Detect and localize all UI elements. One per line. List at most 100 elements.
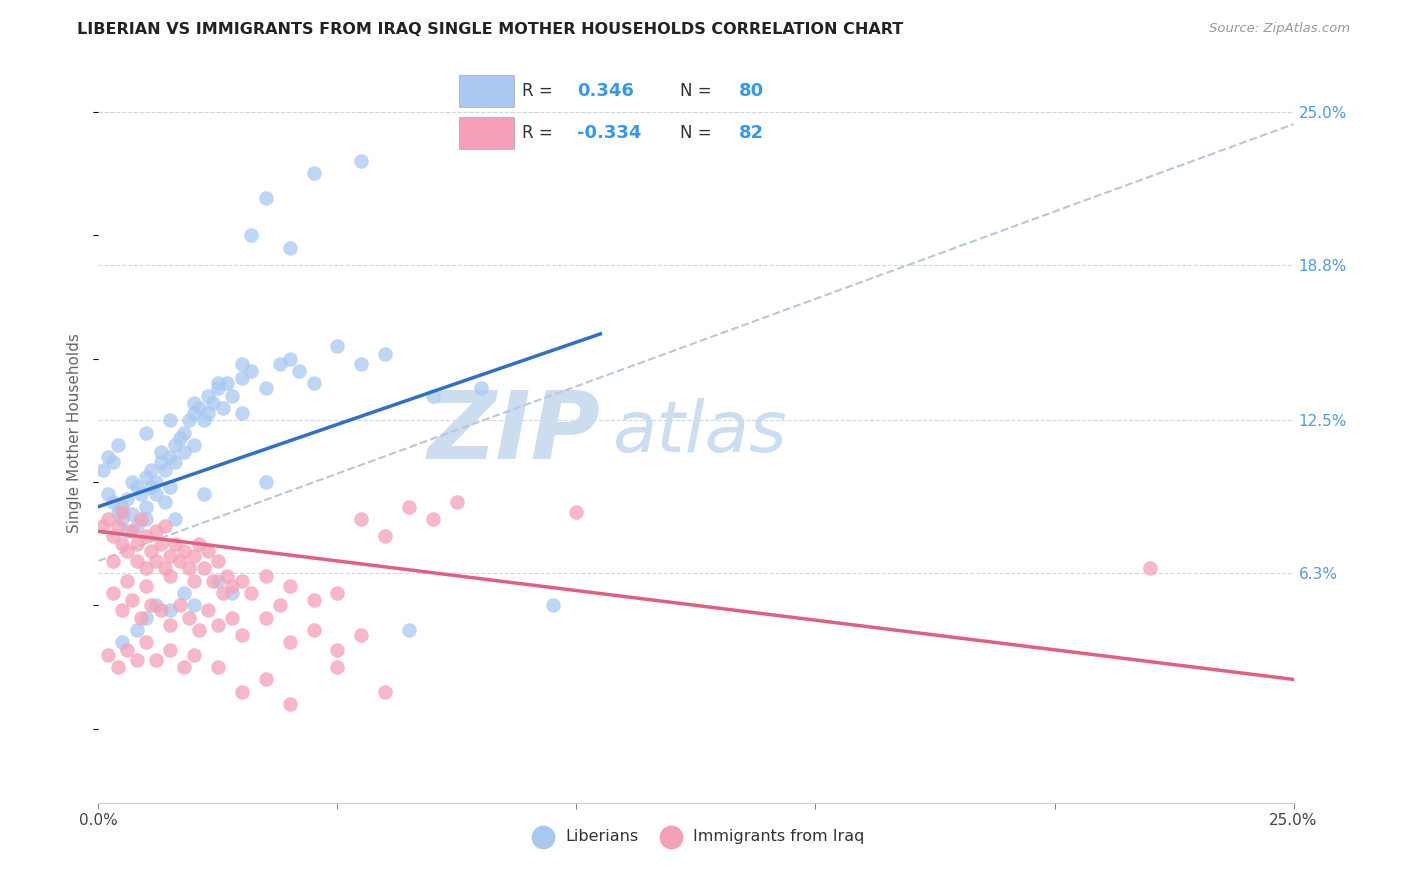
- Point: [159, 603, 181, 617]
- Point: [231, 406, 253, 420]
- Point: [254, 673, 277, 687]
- Point: [374, 685, 396, 699]
- Point: [131, 487, 153, 501]
- Point: [326, 660, 349, 674]
- Point: [159, 618, 181, 632]
- Point: [149, 445, 172, 459]
- Point: [326, 642, 349, 657]
- Point: [159, 549, 181, 563]
- Point: [183, 549, 205, 563]
- Point: [193, 487, 215, 501]
- Point: [169, 431, 191, 445]
- Point: [115, 492, 138, 507]
- Point: [149, 603, 172, 617]
- Y-axis label: Single Mother Households: Single Mother Households: [67, 333, 83, 533]
- Point: [221, 610, 243, 624]
- Point: [135, 610, 157, 624]
- Point: [97, 512, 120, 526]
- Point: [254, 191, 277, 205]
- Point: [135, 470, 157, 484]
- Point: [350, 357, 373, 371]
- Point: [149, 455, 172, 469]
- Point: [111, 512, 134, 526]
- Point: [326, 339, 349, 353]
- Point: [159, 413, 181, 427]
- Point: [135, 635, 157, 649]
- Point: [183, 438, 205, 452]
- Point: [125, 653, 148, 667]
- Point: [197, 388, 219, 402]
- Point: [422, 388, 444, 402]
- Point: [121, 593, 143, 607]
- Point: [183, 648, 205, 662]
- Point: [211, 401, 233, 415]
- Point: [541, 599, 564, 613]
- Point: [565, 505, 588, 519]
- Point: [207, 376, 229, 391]
- Point: [101, 586, 124, 600]
- Point: [350, 512, 373, 526]
- Point: [197, 544, 219, 558]
- Point: [207, 660, 229, 674]
- Point: [155, 561, 177, 575]
- Point: [398, 500, 420, 514]
- Point: [115, 544, 138, 558]
- Point: [101, 455, 124, 469]
- Point: [302, 376, 325, 391]
- Point: [107, 438, 129, 452]
- Point: [91, 462, 114, 476]
- Point: [169, 599, 191, 613]
- Point: [159, 642, 181, 657]
- Point: [173, 586, 195, 600]
- Point: [221, 579, 243, 593]
- Point: [173, 544, 195, 558]
- Point: [217, 568, 239, 582]
- Point: [207, 381, 229, 395]
- Point: [207, 574, 229, 588]
- Point: [183, 406, 205, 420]
- Point: [163, 536, 186, 550]
- Point: [135, 512, 157, 526]
- Point: [139, 599, 162, 613]
- Point: [155, 519, 177, 533]
- Point: [231, 685, 253, 699]
- Point: [278, 240, 301, 255]
- Point: [278, 351, 301, 366]
- Point: [125, 623, 148, 637]
- Text: Source: ZipAtlas.com: Source: ZipAtlas.com: [1209, 22, 1350, 36]
- Point: [163, 455, 186, 469]
- Point: [350, 628, 373, 642]
- Point: [169, 554, 191, 568]
- Point: [139, 462, 162, 476]
- Point: [193, 561, 215, 575]
- Point: [231, 628, 253, 642]
- Point: [163, 512, 186, 526]
- Point: [446, 494, 468, 508]
- Point: [183, 574, 205, 588]
- Point: [125, 536, 148, 550]
- Point: [97, 487, 120, 501]
- Point: [374, 529, 396, 543]
- Point: [197, 603, 219, 617]
- Point: [187, 401, 209, 415]
- Point: [135, 561, 157, 575]
- Point: [207, 554, 229, 568]
- Point: [135, 425, 157, 440]
- Point: [278, 697, 301, 711]
- Point: [183, 396, 205, 410]
- Point: [179, 413, 201, 427]
- Text: LIBERIAN VS IMMIGRANTS FROM IRAQ SINGLE MOTHER HOUSEHOLDS CORRELATION CHART: LIBERIAN VS IMMIGRANTS FROM IRAQ SINGLE …: [77, 22, 904, 37]
- Point: [217, 376, 239, 391]
- Point: [278, 579, 301, 593]
- Point: [207, 618, 229, 632]
- Point: [159, 480, 181, 494]
- Point: [97, 648, 120, 662]
- Point: [125, 480, 148, 494]
- Point: [91, 519, 114, 533]
- Point: [163, 438, 186, 452]
- Point: [202, 396, 225, 410]
- Point: [254, 610, 277, 624]
- Legend: Liberians, Immigrants from Iraq: Liberians, Immigrants from Iraq: [522, 822, 870, 850]
- Point: [121, 507, 143, 521]
- Point: [155, 494, 177, 508]
